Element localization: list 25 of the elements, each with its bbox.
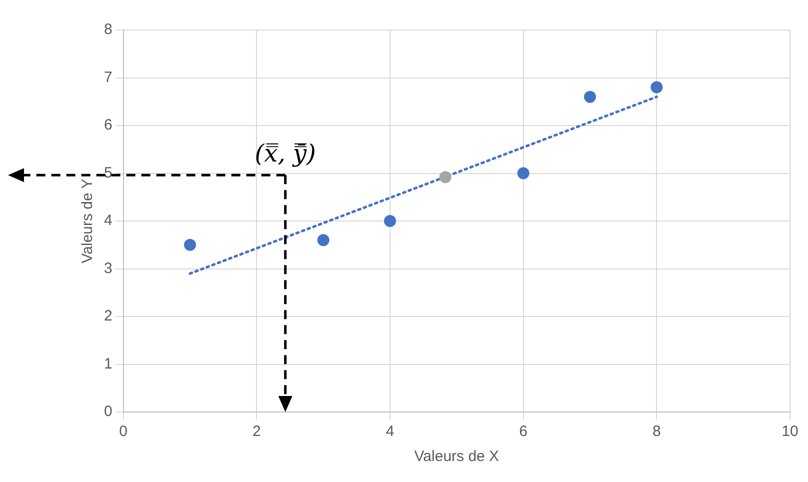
y-tick-label: 4: [104, 212, 112, 230]
x-tick-label: 0: [119, 423, 128, 440]
point: [439, 171, 452, 184]
y-tick-label: 6: [104, 116, 112, 134]
point: [650, 81, 663, 94]
y-tick-label: 1: [104, 355, 112, 372]
x-tick-label: 4: [386, 423, 394, 440]
y-tick-label: 3: [104, 260, 112, 277]
y-tick-label: 2: [104, 308, 112, 325]
point: [317, 234, 330, 246]
y-tick-label: 8: [104, 21, 112, 38]
annotation: (x̿, ȳ̿): [254, 139, 316, 168]
x-tick-label: 8: [652, 423, 661, 440]
point: [584, 90, 596, 103]
point: [517, 167, 530, 180]
x-tick-label: 6: [519, 423, 528, 440]
point: [384, 215, 396, 227]
point: [184, 238, 196, 251]
y-tick-label: 7: [104, 68, 112, 86]
x-tick-label: 10: [782, 423, 798, 440]
x-axis-title: Valeurs de X: [414, 448, 500, 466]
y-tick-label: 0: [104, 403, 112, 420]
y-axis-title: Valeurs de Y: [79, 178, 96, 264]
x-tick-label: 2: [252, 423, 261, 440]
y-tick-label: 5: [104, 164, 112, 182]
